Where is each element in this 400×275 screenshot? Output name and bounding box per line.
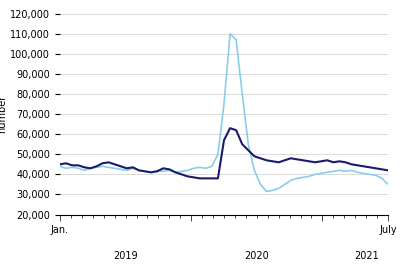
Text: 2021: 2021 xyxy=(354,251,378,261)
Y-axis label: number: number xyxy=(0,95,8,133)
Text: 2020: 2020 xyxy=(244,251,269,261)
Text: 2019: 2019 xyxy=(113,251,138,261)
